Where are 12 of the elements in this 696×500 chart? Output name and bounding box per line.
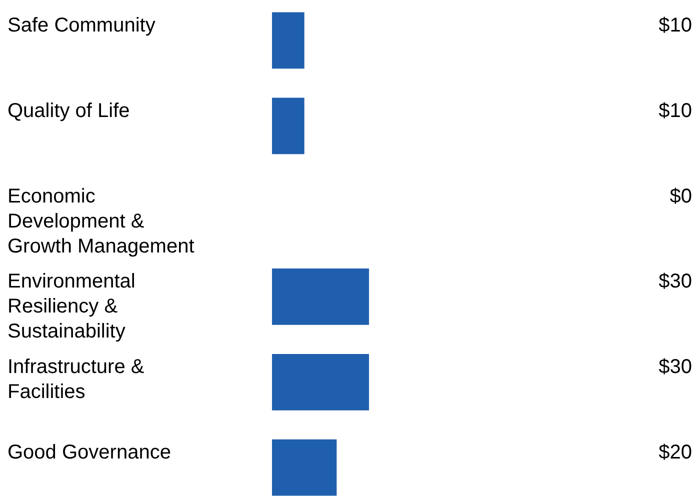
- data-label: $10: [658, 14, 692, 36]
- data-label: $20: [658, 442, 692, 464]
- y-tick-label: Good Governance: [8, 442, 171, 464]
- y-tick-label: Quality of Life: [8, 100, 130, 122]
- data-label: $30: [658, 356, 692, 378]
- y-tick-label: Economic Development & Growth Management: [8, 185, 195, 258]
- y-tick-label: Infrastructure & Facilities: [8, 356, 145, 404]
- data-label: $10: [658, 100, 692, 122]
- y-tick-label: Safe Community: [8, 14, 156, 36]
- y-tick-label: Environmental Resiliency & Sustainability: [8, 270, 136, 343]
- data-label: $0: [670, 185, 692, 208]
- data-label: $30: [658, 270, 692, 293]
